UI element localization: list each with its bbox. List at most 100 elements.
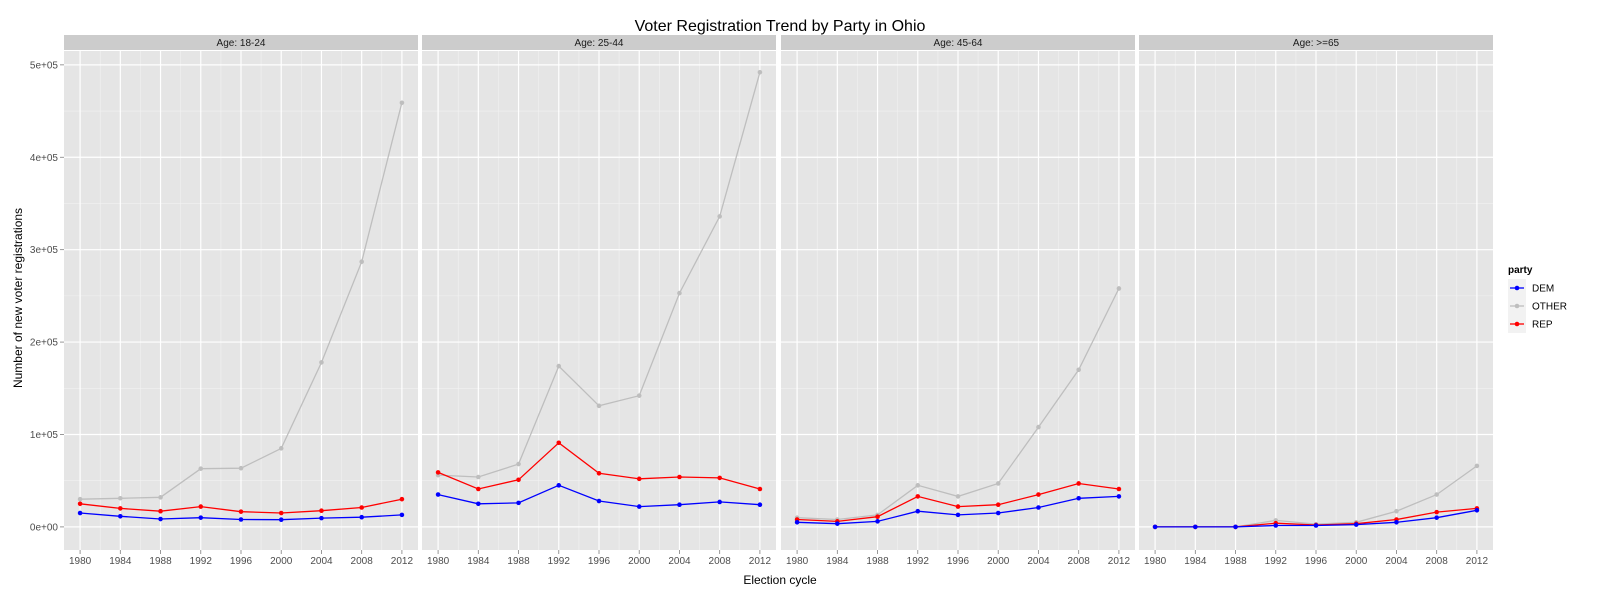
- data-point-dem: [1313, 523, 1319, 528]
- data-point-other: [915, 483, 921, 488]
- y-tick-label: 3e+05: [30, 245, 59, 256]
- data-point-dem: [1353, 522, 1359, 527]
- x-tick-label: 2008: [1068, 556, 1091, 567]
- x-tick-label: 1996: [588, 556, 611, 567]
- data-point-dem: [835, 521, 840, 526]
- data-point-dem: [77, 510, 83, 516]
- x-tick-label: 1992: [190, 556, 213, 567]
- facet-panel: Age: >=65 1980 1984 1988 1992 1996 2000 2004 200…: [1139, 35, 1493, 567]
- facet-strip: [64, 35, 418, 50]
- x-tick-label: 1992: [907, 556, 930, 567]
- data-point-dem: [1273, 523, 1279, 528]
- data-point-other: [596, 403, 602, 409]
- data-point-dem: [636, 504, 642, 509]
- data-point-dem: [875, 519, 880, 524]
- data-point-other: [238, 465, 244, 471]
- data-point-other: [198, 466, 204, 471]
- data-point-dem: [955, 512, 961, 518]
- data-point-other: [995, 481, 1001, 486]
- facet-panels: Age: 18-24 1980 1984 1988 1992 1996 2000 2004 20…: [30, 35, 1493, 567]
- data-point-rep: [1076, 481, 1081, 486]
- x-tick-label: 1980: [69, 556, 92, 567]
- x-tick-label: 1980: [1144, 556, 1167, 567]
- data-point-rep: [435, 470, 441, 475]
- data-point-rep: [476, 486, 481, 492]
- x-tick-label: 1988: [1224, 556, 1247, 567]
- data-point-rep: [717, 475, 722, 481]
- data-point-dem: [435, 492, 441, 497]
- legend-key-point: [1514, 285, 1520, 291]
- data-point-other: [717, 214, 722, 219]
- data-point-dem: [1116, 494, 1122, 499]
- legend-key-point: [1514, 321, 1520, 327]
- legend-label: DEM: [1532, 284, 1554, 295]
- data-point-rep: [757, 486, 763, 492]
- x-tick-label: 1984: [826, 556, 849, 567]
- data-point-rep: [516, 477, 521, 483]
- data-point-dem: [319, 515, 324, 521]
- x-tick-label: 2012: [1466, 556, 1489, 567]
- data-point-other: [1036, 424, 1041, 430]
- data-point-other: [1474, 463, 1480, 469]
- data-point-rep: [1036, 492, 1041, 497]
- x-tick-label: 1984: [467, 556, 490, 567]
- data-point-other: [118, 495, 123, 501]
- data-point-other: [516, 461, 521, 467]
- data-point-dem: [1233, 524, 1238, 530]
- x-tick-label: 2012: [1108, 556, 1131, 567]
- x-tick-label: 1992: [1265, 556, 1288, 567]
- data-point-other: [278, 446, 284, 451]
- data-point-dem: [794, 519, 800, 525]
- legend: party DEM OTHER REP: [1508, 265, 1567, 333]
- data-point-other: [1076, 367, 1081, 373]
- y-tick-label: 0e+00: [30, 522, 59, 533]
- y-tick-label: 2e+05: [30, 338, 59, 349]
- data-point-dem: [158, 516, 163, 522]
- y-tick-label: 5e+05: [30, 60, 59, 71]
- data-point-other: [1434, 492, 1439, 497]
- legend-label: REP: [1532, 320, 1553, 331]
- data-point-dem: [1152, 524, 1158, 530]
- data-point-rep: [359, 505, 364, 510]
- data-point-dem: [717, 499, 722, 505]
- data-point-other: [77, 496, 83, 502]
- facet-strip-label: Age: >=65: [1293, 38, 1340, 49]
- legend-key-point: [1514, 303, 1520, 309]
- data-point-dem: [677, 502, 682, 508]
- data-point-dem: [1394, 519, 1399, 525]
- data-point-other: [1116, 286, 1122, 291]
- legend-title: party: [1508, 265, 1533, 276]
- data-point-dem: [278, 517, 284, 522]
- x-tick-label: 1996: [947, 556, 970, 567]
- data-point-dem: [516, 500, 521, 506]
- x-tick-label: 1988: [507, 556, 530, 567]
- data-point-rep: [77, 501, 83, 507]
- data-point-rep: [677, 474, 682, 480]
- data-point-other: [158, 495, 163, 500]
- facet-panel: Age: 25-44 1980 1984 1988 1992 1996 2000 2004 20…: [422, 35, 776, 567]
- x-tick-label: 2000: [628, 556, 651, 567]
- data-point-rep: [596, 471, 602, 476]
- data-point-rep: [875, 514, 880, 520]
- data-point-rep: [955, 504, 961, 509]
- data-point-dem: [198, 515, 204, 520]
- data-point-dem: [1193, 524, 1198, 530]
- y-tick-label: 4e+05: [30, 153, 59, 164]
- x-tick-label: 1984: [1184, 556, 1207, 567]
- data-point-rep: [238, 509, 244, 514]
- x-tick-label: 2000: [987, 556, 1010, 567]
- data-point-rep: [995, 502, 1001, 508]
- data-point-rep: [278, 510, 284, 516]
- x-tick-label: 2012: [749, 556, 772, 567]
- x-tick-label: 1988: [866, 556, 889, 567]
- data-point-other: [399, 100, 405, 106]
- data-point-rep: [399, 496, 405, 502]
- x-tick-label: 2004: [1027, 556, 1050, 567]
- x-tick-label: 2004: [310, 556, 333, 567]
- x-tick-label: 2008: [1426, 556, 1449, 567]
- data-point-dem: [399, 512, 405, 518]
- data-point-dem: [1076, 495, 1081, 501]
- data-point-dem: [238, 517, 244, 522]
- data-point-rep: [1116, 486, 1122, 492]
